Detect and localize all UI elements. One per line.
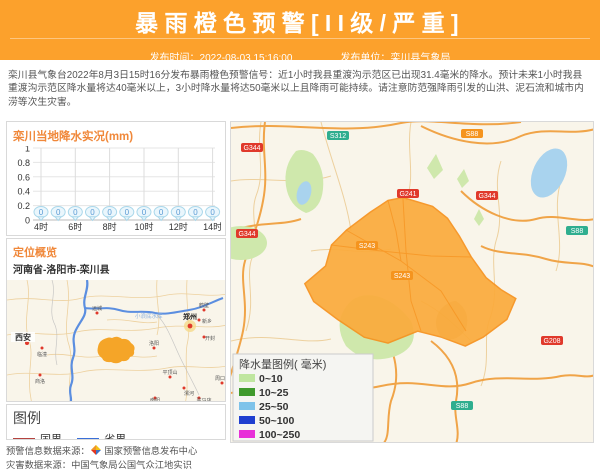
svg-text:临潼: 临潼 xyxy=(37,351,47,358)
svg-text:漯河: 漯河 xyxy=(184,390,194,397)
svg-text:鹤壁: 鹤壁 xyxy=(199,302,209,309)
svg-text:S88: S88 xyxy=(571,228,584,235)
svg-text:郑州: 郑州 xyxy=(183,312,197,321)
svg-text:降水量图例( 毫米): 降水量图例( 毫米) xyxy=(239,357,326,371)
svg-text:8时: 8时 xyxy=(103,221,117,232)
svg-text:南阳: 南阳 xyxy=(150,397,160,402)
svg-text:0: 0 xyxy=(142,208,147,217)
svg-text:10时: 10时 xyxy=(134,221,153,232)
svg-text:0.6: 0.6 xyxy=(17,172,30,182)
svg-text:S88: S88 xyxy=(456,403,469,410)
svg-text:0: 0 xyxy=(176,208,181,217)
svg-text:西安: 西安 xyxy=(15,332,31,342)
svg-text:14时: 14时 xyxy=(203,221,221,232)
svg-text:4时: 4时 xyxy=(34,221,48,232)
svg-text:0.8: 0.8 xyxy=(17,158,30,168)
svg-text:周口: 周口 xyxy=(215,376,225,382)
svg-text:小浪底水库: 小浪底水库 xyxy=(135,312,163,320)
svg-text:洛阳: 洛阳 xyxy=(149,340,159,347)
svg-text:50~100: 50~100 xyxy=(259,415,294,427)
svg-text:运城: 运城 xyxy=(92,305,102,312)
svg-text:0: 0 xyxy=(193,208,198,217)
svg-text:新乡: 新乡 xyxy=(202,318,212,325)
svg-text:0: 0 xyxy=(90,208,95,217)
svg-text:商洛: 商洛 xyxy=(35,378,45,385)
svg-text:0.4: 0.4 xyxy=(17,187,30,197)
svg-text:12时: 12时 xyxy=(169,221,188,232)
svg-text:25~50: 25~50 xyxy=(259,401,289,413)
svg-text:S88: S88 xyxy=(466,131,479,138)
svg-text:平顶山: 平顶山 xyxy=(162,369,177,376)
svg-text:6时: 6时 xyxy=(68,221,82,232)
svg-text:S243: S243 xyxy=(359,243,375,250)
svg-text:G344: G344 xyxy=(478,193,495,200)
svg-text:0: 0 xyxy=(25,216,30,226)
svg-text:0: 0 xyxy=(159,208,164,217)
svg-text:0: 0 xyxy=(125,208,130,217)
svg-text:0: 0 xyxy=(39,208,44,217)
svg-text:S312: S312 xyxy=(330,133,346,140)
svg-text:0: 0 xyxy=(107,208,112,217)
svg-text:0: 0 xyxy=(210,208,215,217)
svg-text:驻马店: 驻马店 xyxy=(196,397,211,402)
svg-text:0.2: 0.2 xyxy=(17,201,30,211)
svg-text:0~10: 0~10 xyxy=(259,373,283,385)
svg-text:G208: G208 xyxy=(543,338,560,345)
svg-text:G344: G344 xyxy=(238,231,255,238)
svg-text:S243: S243 xyxy=(394,273,410,280)
svg-text:0: 0 xyxy=(73,208,78,217)
svg-text:G241: G241 xyxy=(399,191,416,198)
svg-text:开封: 开封 xyxy=(205,335,215,342)
svg-text:0: 0 xyxy=(56,208,61,217)
svg-text:100~250: 100~250 xyxy=(259,429,300,441)
svg-text:10~25: 10~25 xyxy=(259,387,289,399)
svg-text:G344: G344 xyxy=(243,145,260,152)
svg-text:1: 1 xyxy=(25,146,30,154)
